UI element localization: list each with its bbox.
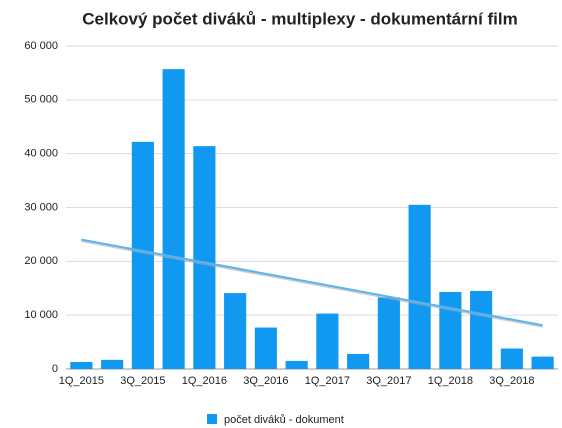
- x-tick-label: 1Q_2015: [59, 375, 104, 387]
- bar: [531, 356, 554, 369]
- bar: [254, 327, 277, 369]
- trendline-shadow: [81, 240, 543, 328]
- bar: [439, 292, 462, 369]
- trendline: [81, 238, 543, 327]
- legend-label: počet diváků - dokument: [224, 414, 344, 426]
- bar: [193, 146, 216, 369]
- bar: [285, 360, 308, 369]
- y-tick-label: 40 000: [24, 148, 58, 160]
- x-tick-label: 3Q_2018: [489, 375, 534, 387]
- bar: [70, 362, 93, 369]
- bar: [101, 359, 124, 369]
- x-tick-label: 1Q_2018: [428, 375, 473, 387]
- bar: [500, 348, 523, 369]
- bar: [470, 290, 493, 369]
- y-tick-label: 10 000: [24, 309, 58, 321]
- y-tick-label: 20 000: [24, 255, 58, 267]
- bar: [377, 297, 400, 369]
- x-tick-label: 3Q_2016: [243, 375, 288, 387]
- y-tick-label: 50 000: [24, 94, 58, 106]
- x-tick-label: 1Q_2016: [182, 375, 227, 387]
- y-tick-label: 30 000: [24, 201, 58, 213]
- x-tick-label: 3Q_2015: [120, 375, 165, 387]
- bar: [131, 141, 154, 369]
- x-tick-label: 3Q_2017: [366, 375, 411, 387]
- bar: [316, 313, 339, 369]
- bar: [347, 353, 370, 369]
- bar: [162, 69, 185, 370]
- y-tick-label: 0: [52, 363, 58, 375]
- bar: [408, 204, 431, 369]
- legend-swatch: [207, 414, 217, 424]
- x-tick-label: 1Q_2017: [305, 375, 350, 387]
- bar: [224, 293, 247, 369]
- chart-title: Celkový počet diváků - multiplexy - doku…: [82, 9, 517, 28]
- y-tick-label: 60 000: [24, 40, 58, 52]
